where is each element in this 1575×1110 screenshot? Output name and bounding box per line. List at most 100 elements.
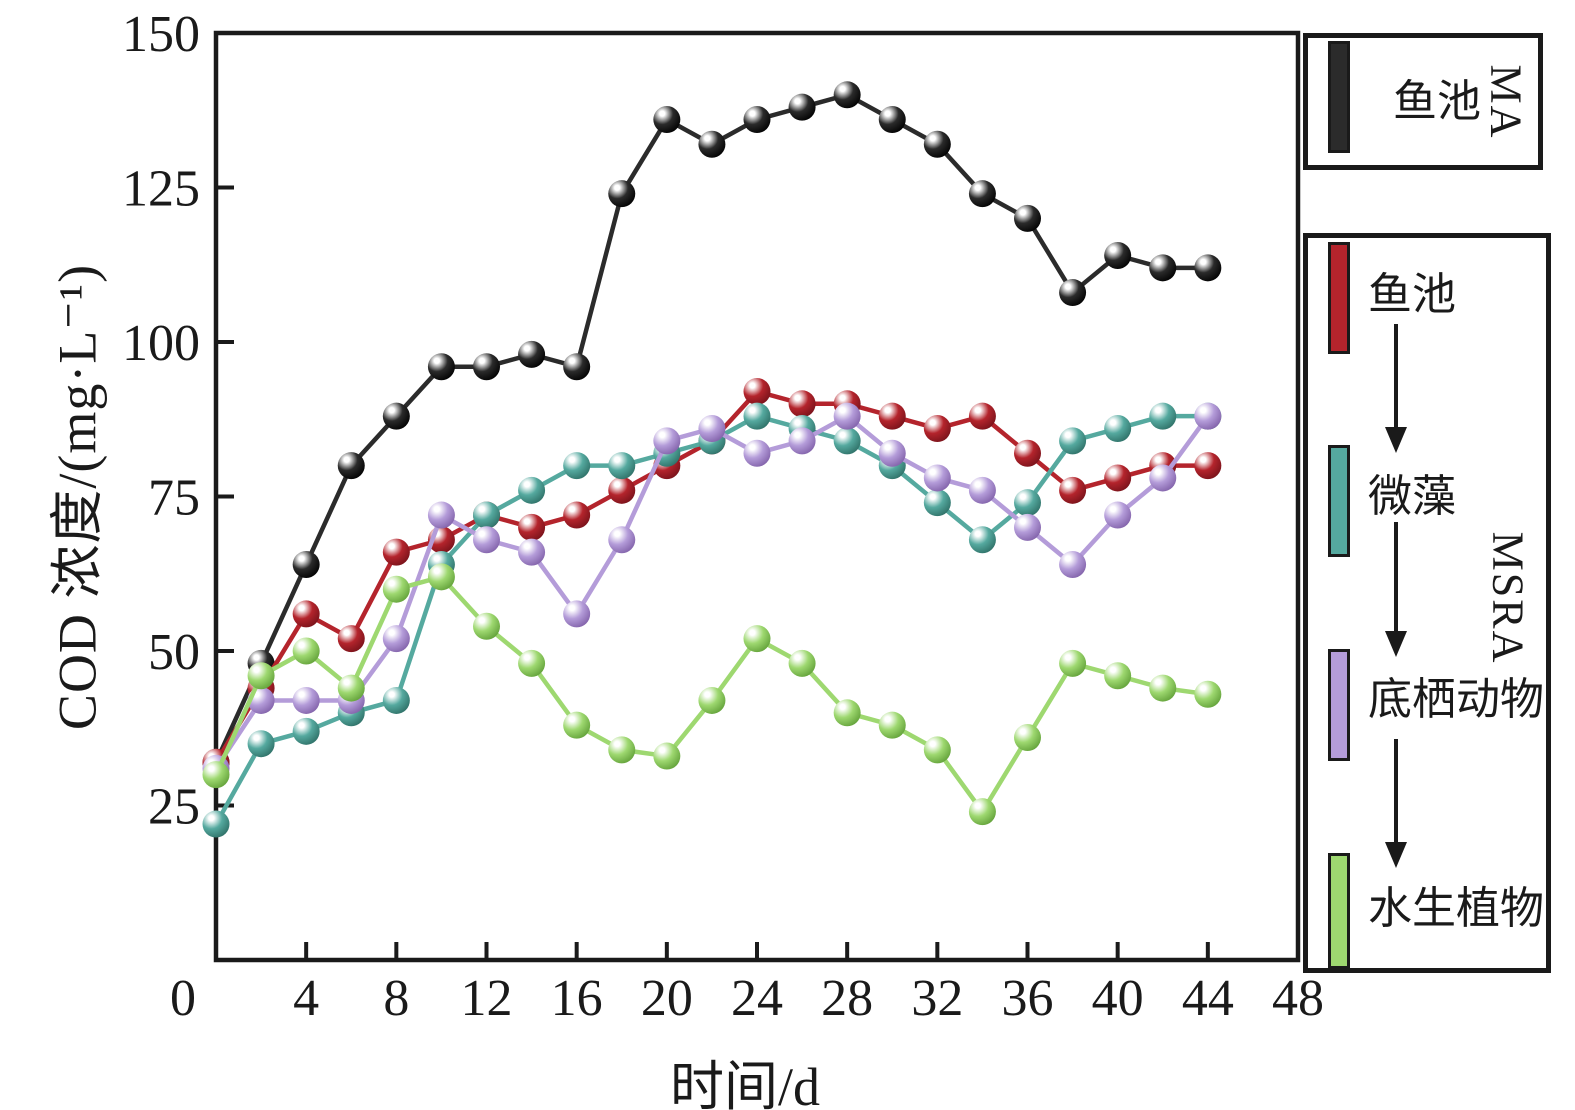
x-tick-label: 32	[911, 970, 963, 1027]
legend-swatch-fishpond-ma	[1328, 41, 1350, 153]
x-tick-label: 44	[1182, 970, 1234, 1027]
legend-label-aquatic-plants: 水生植物	[1368, 884, 1544, 933]
data-point	[1059, 550, 1087, 578]
data-point	[743, 377, 771, 405]
data-point	[1194, 452, 1222, 480]
data-point	[337, 452, 365, 480]
data-point	[247, 730, 275, 758]
data-point	[518, 513, 546, 541]
data-point	[788, 427, 816, 455]
x-tick-label: 12	[461, 970, 513, 1027]
data-point	[1014, 489, 1041, 517]
data-point	[743, 625, 771, 653]
data-point	[788, 390, 816, 418]
data-point	[608, 180, 636, 208]
arrow-down-icon	[1385, 739, 1407, 868]
x-tick-label: 28	[821, 970, 873, 1027]
data-point	[968, 798, 996, 826]
data-point	[833, 699, 861, 727]
data-point	[473, 501, 500, 529]
data-point	[1194, 402, 1222, 430]
data-point	[1149, 464, 1177, 492]
data-point	[968, 526, 996, 554]
data-point	[833, 402, 861, 430]
legend-swatch-microalgae	[1328, 445, 1350, 557]
data-point	[698, 415, 726, 443]
data-point	[382, 538, 410, 566]
data-point	[1059, 427, 1087, 455]
data-point	[292, 637, 320, 665]
data-point	[1104, 241, 1132, 269]
data-point	[1059, 476, 1087, 504]
arrow-down-icon	[1385, 522, 1407, 657]
data-point	[292, 550, 320, 578]
data-point	[968, 180, 996, 208]
legend-label-benthos: 底栖动物	[1368, 675, 1544, 724]
x-axis-title: 时间/d	[669, 1057, 821, 1110]
legend-label-fishpond-ma: 鱼池	[1393, 77, 1481, 126]
data-point	[1149, 402, 1177, 430]
data-point	[878, 106, 906, 134]
data-point	[1104, 464, 1132, 492]
x-tick-label: 4	[293, 970, 319, 1027]
y-tick-label: 150	[122, 6, 200, 63]
data-point	[337, 674, 365, 702]
data-point	[1104, 662, 1132, 690]
x-tick-label: 20	[641, 970, 693, 1027]
data-point	[247, 662, 275, 690]
data-point	[473, 612, 500, 640]
data-point	[563, 452, 591, 480]
data-point	[608, 526, 636, 554]
x-tick-label: 16	[551, 970, 603, 1027]
legend-label-fishpond-msra: 鱼池	[1368, 270, 1456, 319]
data-point	[427, 501, 455, 529]
data-point	[788, 93, 816, 121]
data-point	[1014, 439, 1041, 467]
data-point	[382, 625, 410, 653]
data-point	[608, 476, 636, 504]
data-point	[743, 402, 771, 430]
legend-swatch-benthos	[1328, 649, 1350, 761]
data-point	[427, 353, 455, 381]
data-point	[653, 427, 681, 455]
legend-swatch-aquatic-plants	[1328, 853, 1350, 969]
origin-tick-label: 0	[170, 970, 196, 1027]
data-point	[653, 742, 681, 770]
data-point	[1149, 674, 1177, 702]
data-point	[653, 106, 681, 134]
x-tick-label: 48	[1272, 970, 1324, 1027]
legend-swatch-fishpond-msra	[1328, 242, 1350, 354]
y-tick-label: 50	[148, 624, 200, 681]
data-point	[968, 476, 996, 504]
data-point	[878, 439, 906, 467]
y-axis-title: COD 浓度/(mg·L⁻¹)	[47, 263, 108, 731]
data-point	[1059, 279, 1087, 307]
data-point	[923, 415, 951, 443]
data-point	[563, 353, 591, 381]
data-point	[473, 353, 500, 381]
legend-label-microalgae: 微藻	[1368, 472, 1456, 521]
data-point	[878, 402, 906, 430]
plot-frame	[213, 30, 1301, 963]
data-point	[1194, 254, 1222, 282]
data-point	[202, 810, 230, 838]
data-point	[518, 340, 546, 368]
data-point	[698, 130, 726, 158]
data-point	[1059, 649, 1087, 677]
data-point	[473, 526, 500, 554]
data-point	[1149, 254, 1177, 282]
data-point	[608, 452, 636, 480]
data-point	[382, 402, 410, 430]
legend-msra-box: 鱼池 微藻 底栖动物 水生植物 MSRA	[1303, 233, 1551, 973]
data-point	[382, 575, 410, 603]
data-point	[1104, 415, 1132, 443]
y-tick-label: 75	[148, 470, 200, 527]
data-point	[878, 711, 906, 739]
y-tick-label: 25	[148, 779, 200, 836]
data-point	[202, 761, 230, 789]
data-point	[382, 686, 410, 714]
data-point	[923, 736, 951, 764]
data-point	[563, 711, 591, 739]
